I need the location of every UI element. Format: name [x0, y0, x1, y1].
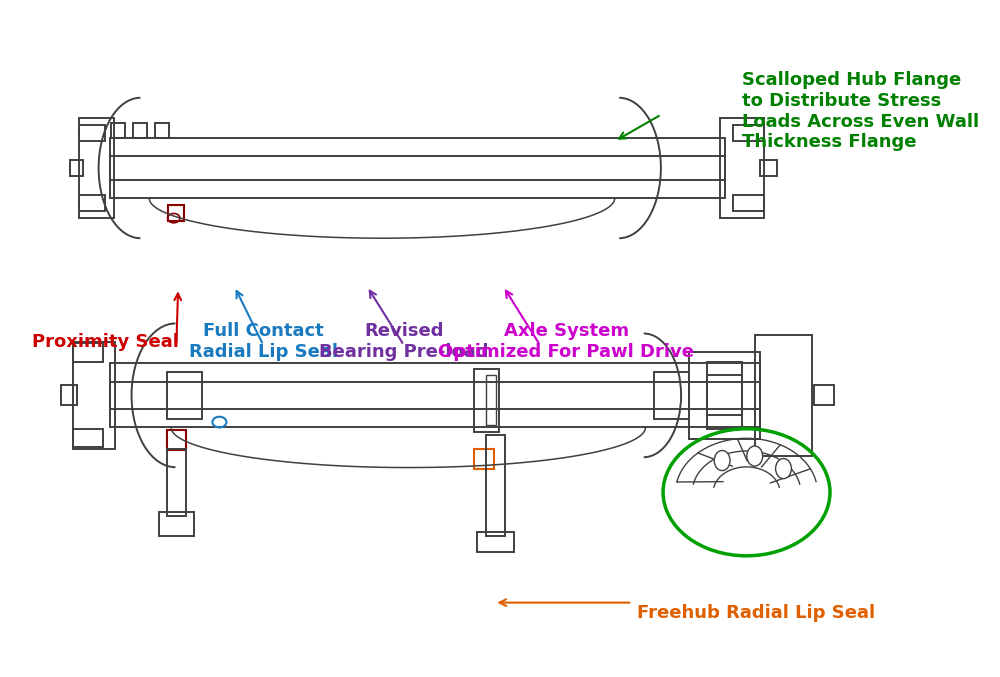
Bar	[474, 449, 494, 469]
Ellipse shape	[714, 450, 730, 471]
Bar	[167, 449, 186, 516]
Bar	[814, 385, 834, 406]
Text: Proximity Seal: Proximity Seal	[32, 333, 179, 351]
Bar	[167, 430, 186, 450]
Bar	[159, 512, 194, 536]
Text: Full Contact
Radial Lip Seal: Full Contact Radial Lip Seal	[189, 322, 338, 362]
Bar	[70, 160, 83, 176]
Bar	[110, 138, 725, 198]
Bar	[61, 385, 77, 406]
Bar	[707, 362, 742, 429]
Bar	[73, 342, 115, 449]
Bar	[79, 125, 105, 141]
Text: Axle System
Optimized For Pawl Drive: Axle System Optimized For Pawl Drive	[438, 322, 694, 362]
Bar	[486, 375, 496, 425]
Ellipse shape	[747, 446, 763, 466]
Bar	[73, 429, 103, 447]
Bar	[689, 352, 760, 439]
Text: Freehub Radial Lip Seal: Freehub Radial Lip Seal	[637, 604, 875, 621]
Bar	[474, 368, 499, 432]
Bar	[110, 156, 725, 180]
Bar	[79, 195, 105, 211]
Bar	[155, 123, 169, 138]
Bar	[733, 125, 764, 141]
Bar	[110, 364, 760, 427]
Bar	[760, 160, 777, 176]
Bar	[133, 123, 147, 138]
Ellipse shape	[776, 458, 791, 479]
Bar	[73, 343, 103, 362]
Bar	[477, 532, 514, 552]
Bar	[654, 372, 689, 419]
Bar	[110, 382, 760, 409]
Bar	[167, 372, 202, 419]
Bar	[733, 195, 764, 211]
Text: Revised
Bearing Pre-load: Revised Bearing Pre-load	[319, 322, 489, 362]
Text: Scalloped Hub Flange
to Distribute Stress
Loads Across Even Wall
Thickness Flang: Scalloped Hub Flange to Distribute Stres…	[742, 71, 979, 152]
Bar	[720, 118, 764, 218]
Bar	[111, 123, 125, 138]
Bar	[707, 375, 742, 416]
Bar	[755, 335, 812, 456]
Bar	[79, 118, 114, 218]
Bar	[486, 435, 505, 536]
Bar	[168, 204, 184, 221]
